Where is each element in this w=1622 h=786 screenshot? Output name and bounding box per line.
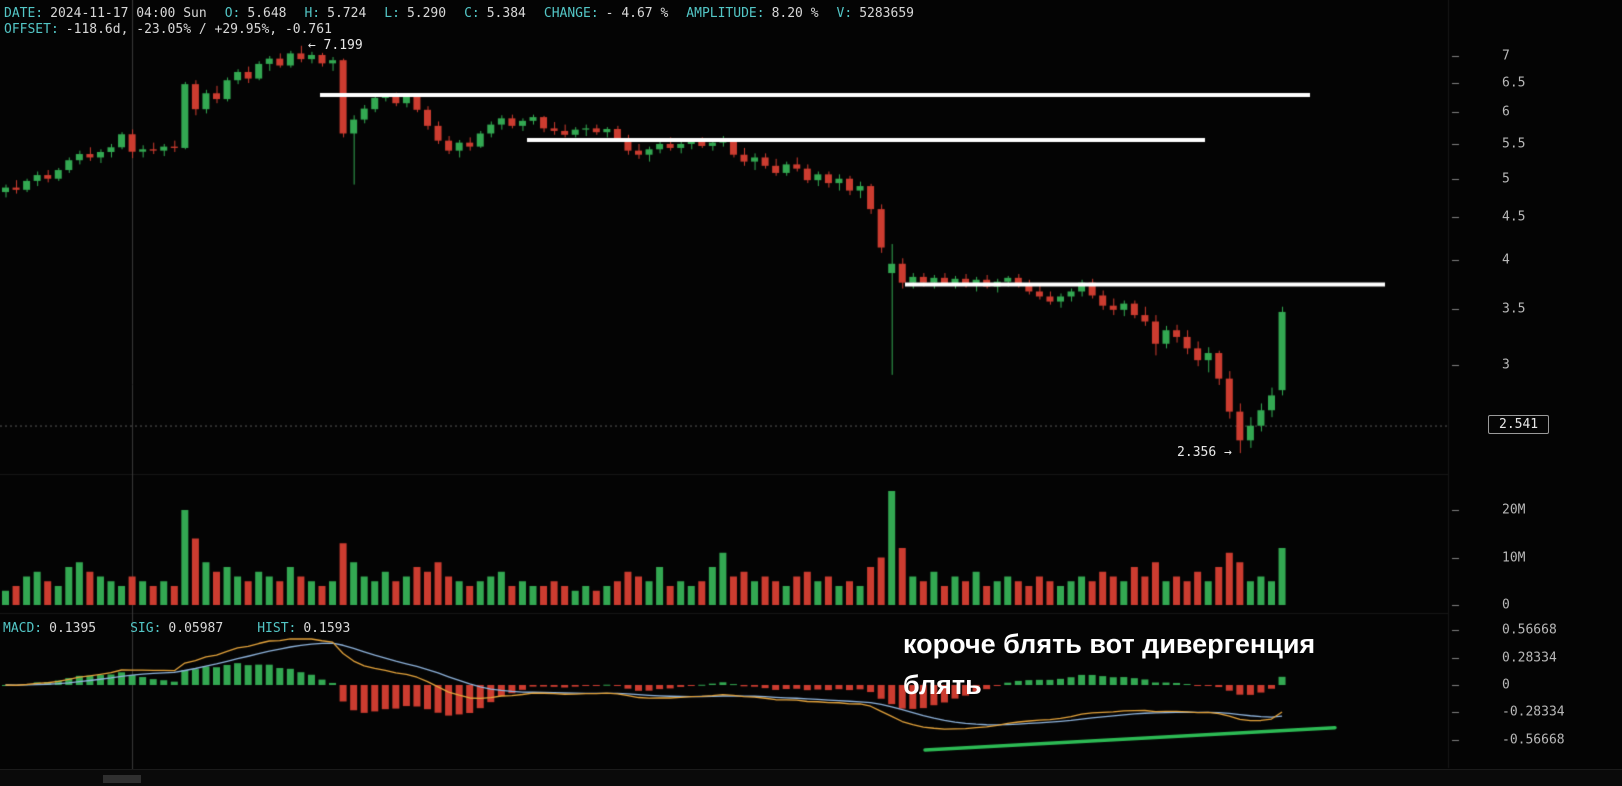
info-label: V: <box>836 6 853 21</box>
info-value: -118.6d, -23.05% / +29.95%, -0.761 <box>65 22 332 37</box>
price-axis-tick-label: 3.5 <box>1502 301 1526 317</box>
info-label: DATE: <box>4 6 44 21</box>
ohlc-info-bar: DATE: 2024-11-17 04:00 Sun O: 5.648 H: 5.724 L… <box>4 6 932 21</box>
divergence-note-line1: короче блять вот дивергенция <box>903 629 1316 659</box>
offset-info-bar: OFFSET: -118.6d, -23.05% / +29.95%, -0.76… <box>4 22 350 37</box>
price-axis-tick-label: 5 <box>1502 171 1510 187</box>
price-axis-tick-label: 7 <box>1502 48 1510 64</box>
volume-axis-tick-label: 10M <box>1502 550 1526 565</box>
macd-axis-tick-label: -0.28334 <box>1502 704 1565 720</box>
info-label: SIG: <box>130 621 162 636</box>
info-value: 2024-11-17 04:00 Sun <box>50 6 207 21</box>
price-axis-tick-label: 4.5 <box>1502 209 1526 225</box>
volume-axis-tick-label: 0 <box>1502 597 1510 613</box>
divergence-note: короче блять вот дивергенция блять <box>903 624 1315 706</box>
info-value: 5.724 <box>327 6 367 21</box>
info-value: 5.648 <box>247 6 287 21</box>
info-value: 0.1395 <box>49 621 97 636</box>
low-price-annotation: 2.356 → <box>1177 445 1232 461</box>
info-label: HIST: <box>257 621 297 636</box>
last-price-tag: 2.541 <box>1488 414 1550 434</box>
info-value: - 4.67 % <box>605 6 669 21</box>
price-axis-tick-label: 4 <box>1502 252 1510 268</box>
price-axis-tick-label: 5.5 <box>1502 136 1526 152</box>
volume-axis-tick-label: 20M <box>1502 502 1526 518</box>
price-axis-tick-label: 6.5 <box>1502 75 1526 91</box>
info-label: OFFSET: <box>4 22 59 37</box>
info-value: 8.20 % <box>771 6 819 21</box>
scrollbar-handle[interactable] <box>103 775 141 783</box>
price-axis-tick-label: 3 <box>1502 357 1510 373</box>
info-label: O: <box>224 6 241 21</box>
info-label: H: <box>304 6 321 21</box>
price-axis-tick-label: 6 <box>1502 104 1510 120</box>
info-label: C: <box>464 6 480 21</box>
info-label: CHANGE: <box>543 6 599 21</box>
divergence-note-line2: блять <box>903 670 982 700</box>
info-value: 0.05987 <box>168 621 224 636</box>
macd-info-bar: MACD: 0.1395 SIG: 0.05987 HIST: 0.1593 <box>3 621 384 636</box>
info-value: 0.1593 <box>303 621 351 636</box>
macd-axis-tick-label: 0.56668 <box>1502 622 1557 638</box>
info-value: 5.384 <box>486 6 526 21</box>
info-label: AMPLITUDE: <box>686 6 765 21</box>
macd-axis-tick-label: 0.28334 <box>1502 650 1557 666</box>
peak-price-annotation: ← 7.199 <box>307 37 363 53</box>
info-label: MACD: <box>3 621 43 636</box>
time-scrollbar[interactable] <box>0 769 1622 786</box>
info-value: 5.290 <box>406 6 447 21</box>
info-label: L: <box>384 6 400 21</box>
macd-axis-tick-label: -0.56668 <box>1502 732 1565 748</box>
info-value: 5283659 <box>859 6 914 21</box>
macd-axis-tick-label: 0 <box>1502 677 1510 693</box>
